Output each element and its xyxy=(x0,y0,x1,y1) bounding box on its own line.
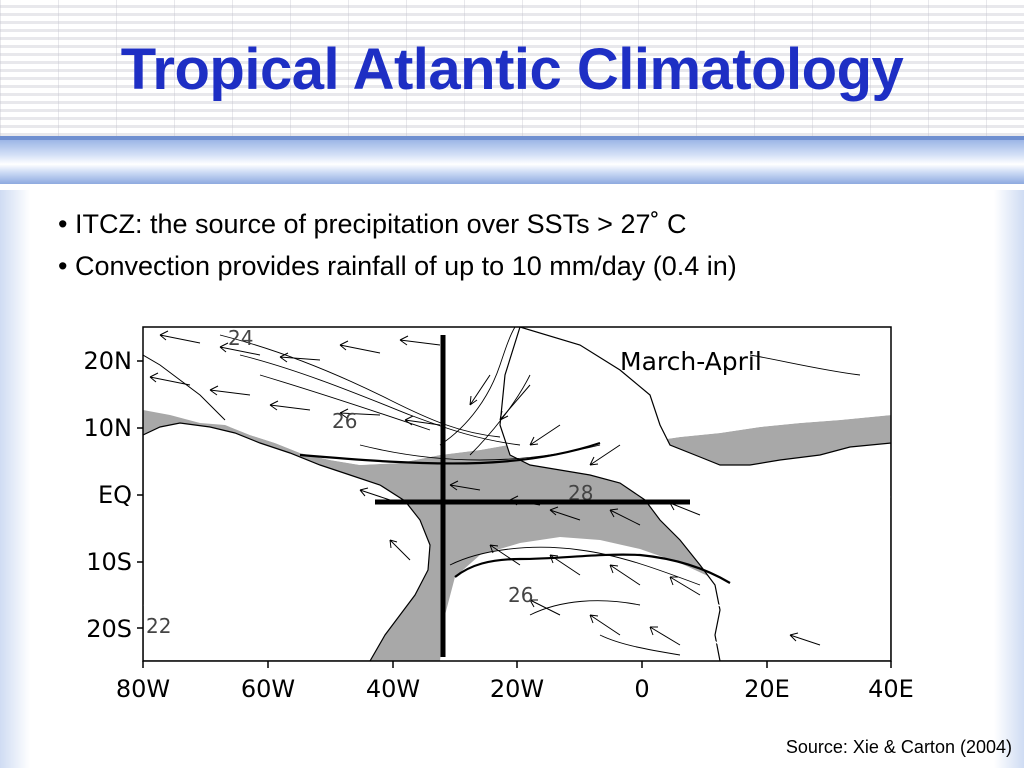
lat-label: 20S xyxy=(86,615,132,643)
contour-label: 26 xyxy=(508,583,533,607)
lon-label: 20W xyxy=(490,675,544,703)
lon-label: 20E xyxy=(744,675,790,703)
sst-contours xyxy=(143,481,891,646)
lat-labels: 20N 10N EQ 10S 20S xyxy=(84,347,133,643)
left-edge-gradient xyxy=(0,190,30,768)
lon-label: 0 xyxy=(634,675,649,703)
lat-label: 20N xyxy=(84,347,133,375)
bullet-convection: • Convection provides rainfall of up to … xyxy=(58,251,737,281)
lon-ticks xyxy=(142,661,892,668)
source-citation: Source: Xie & Carton (2004) xyxy=(785,737,1012,757)
map-svg: 24 26 28 26 22 March-April 20N 10N EQ xyxy=(84,326,914,703)
lat-label: EQ xyxy=(98,481,132,509)
lat-label: 10N xyxy=(84,414,133,442)
contour-label: 24 xyxy=(228,326,253,350)
precip-contours xyxy=(219,327,861,656)
right-edge-gradient xyxy=(994,190,1024,768)
bullet-itcz: • ITCZ: the source of precipitation over… xyxy=(58,209,687,239)
header-divider xyxy=(0,136,1024,140)
slide-title: Tropical Atlantic Climatology xyxy=(120,37,904,102)
lon-label: 40W xyxy=(366,675,420,703)
south-america-land xyxy=(143,422,431,661)
contour-label: 22 xyxy=(146,614,171,638)
bullet-list: • ITCZ: the source of precipitation over… xyxy=(58,203,998,287)
season-label: March-April xyxy=(620,347,762,376)
cool-tongue-south xyxy=(455,545,760,661)
lon-labels: 80W 60W 40W 20W 0 20E 40E xyxy=(116,675,914,703)
climatology-map: 24 26 28 26 22 March-April 20N 10N EQ xyxy=(60,315,940,715)
itcz-axis-lines xyxy=(299,441,731,584)
lat-label: 10S xyxy=(86,548,132,576)
header-gradient-band xyxy=(0,140,1024,184)
lon-label: 80W xyxy=(116,675,170,703)
contour-labels: 24 26 28 26 22 xyxy=(146,326,593,638)
lat-ticks xyxy=(137,360,143,629)
lon-label: 60W xyxy=(241,675,295,703)
slide-header-stripes xyxy=(0,0,1024,140)
central-america-outline xyxy=(143,354,226,421)
lon-label: 40E xyxy=(868,675,914,703)
contour-label: 26 xyxy=(332,409,357,433)
africa-land xyxy=(499,327,891,661)
